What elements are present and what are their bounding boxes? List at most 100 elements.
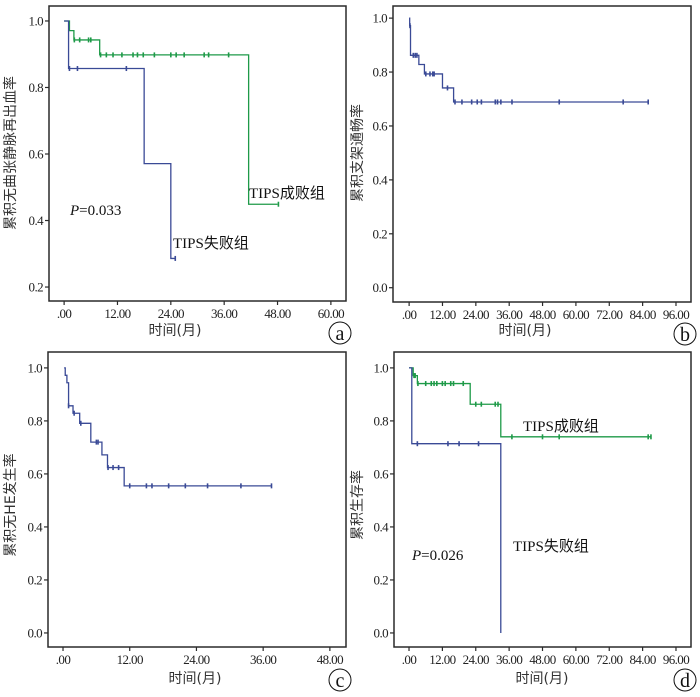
x-tick-label: 24.00 (463, 307, 489, 322)
panel-letter-c: c (336, 670, 345, 692)
x-tick-label: 24.00 (158, 306, 184, 321)
legend-label-failure: TIPS失败组 (513, 538, 589, 555)
x-tick-label: 84.00 (629, 307, 655, 322)
y-axis-label: 累积生存率 (349, 470, 366, 540)
x-tick-label: 48.00 (264, 306, 290, 321)
y-ticks: 0.0 0.2 0.4 0.6 0.8 1.0 (373, 11, 393, 295)
x-tick-label: 24.00 (183, 652, 209, 667)
panel-badge-d (673, 668, 697, 692)
y-tick-label: 0.0 (28, 625, 43, 640)
plot-frame (392, 5, 692, 303)
x-tick-label: 96.00 (663, 307, 689, 322)
p-symbol: P (69, 203, 79, 219)
x-ticks: .00 12.00 24.00 36.00 48.00 (56, 647, 344, 667)
x-tick-label: .00 (56, 652, 71, 667)
y-tick-label: 0.8 (28, 413, 43, 428)
p-number: =0.026 (421, 548, 464, 564)
panel-letter-d: d (680, 670, 690, 692)
x-ticks: .00 12.00 24.00 36.00 48.00 60.00 72.00 84.00 96… (402, 647, 690, 667)
x-axis-label: 时间(月) (149, 323, 202, 339)
x-tick-label: 48.00 (529, 652, 555, 667)
x-tick-label: .00 (402, 652, 417, 667)
x-tick-label: 12.00 (429, 652, 455, 667)
x-axis-label: 时间(月) (499, 323, 552, 339)
y-ticks: 0.2 0.4 0.6 0.8 1.0 (29, 13, 49, 295)
panel-a: 0.2 0.4 0.6 0.8 1.0 .00 12.00 24.00 36.00 48.00 6… (2, 5, 352, 345)
y-tick-label: 0.4 (28, 519, 44, 534)
x-tick-label: .00 (57, 306, 72, 321)
x-tick-label: 72.00 (596, 652, 622, 667)
y-tick-label: 0.4 (373, 172, 389, 187)
x-tick-label: 36.00 (496, 307, 522, 322)
x-tick-label: 36.00 (496, 652, 522, 667)
x-axis-label: 时间(月) (516, 671, 569, 687)
curves (64, 367, 273, 489)
p-value: P=0.026 (411, 548, 464, 564)
km-curve-failure (64, 20, 176, 260)
y-axis-label: 累积无HE发生率 (2, 453, 19, 556)
km-curve-success (64, 20, 278, 205)
y-tick-label: 1.0 (29, 13, 44, 28)
panel-b: 0.0 0.2 0.4 0.6 0.8 1.0 .00 12.00 24.00 36.00 48.… (349, 5, 697, 346)
y-tick-label: 0.8 (373, 65, 388, 80)
panel-letter-b: b (680, 324, 690, 346)
x-axis-label: 时间(月) (169, 671, 222, 687)
curves (64, 20, 280, 261)
y-tick-label: 0.6 (373, 118, 389, 133)
plot-frame (48, 5, 347, 302)
panel-badge-c (328, 668, 352, 692)
y-tick-label: 0.8 (29, 80, 44, 95)
km-curve-failure (64, 367, 272, 487)
y-ticks: 0.0 0.2 0.4 0.6 0.8 1.0 (28, 360, 48, 640)
curves (409, 367, 652, 633)
x-tick-label: 84.00 (629, 652, 655, 667)
legend-label-success: TIPS成败组 (249, 185, 325, 202)
y-tick-label: 0.6 (29, 146, 45, 161)
y-tick-label: 0.0 (373, 280, 388, 295)
x-tick-label: 24.00 (463, 652, 489, 667)
y-tick-label: 0.2 (29, 280, 44, 295)
y-tick-label: 0.6 (28, 466, 44, 481)
x-tick-label: 60.00 (563, 652, 589, 667)
x-tick-label: 60.00 (318, 306, 344, 321)
x-tick-label: 48.00 (529, 307, 555, 322)
x-ticks: .00 12.00 24.00 36.00 48.00 60.00 72.00 84.00 96… (402, 302, 690, 322)
legend-label-success: TIPS成败组 (523, 418, 599, 435)
panel-c: 0.0 0.2 0.4 0.6 0.8 1.0 .00 12.00 24.00 36.00 48.… (2, 351, 352, 692)
y-axis-label: 累积无曲张静脉再出血率 (2, 76, 19, 230)
x-ticks: .00 12.00 24.00 36.00 48.00 60.00 (57, 301, 345, 321)
y-tick-label: 0.4 (29, 213, 45, 228)
x-tick-label: 72.00 (596, 307, 622, 322)
x-tick-label: .00 (402, 307, 417, 322)
panel-letter-a: a (336, 323, 345, 345)
y-axis-label: 累积支架通畅率 (349, 104, 366, 202)
y-tick-label: 0.2 (28, 572, 43, 587)
y-tick-label: 0.6 (374, 466, 390, 481)
y-tick-label: 0.2 (374, 572, 389, 587)
km-curve-failure (409, 367, 502, 633)
y-tick-label: 1.0 (28, 360, 43, 375)
km-curve-failure (409, 17, 649, 103)
p-symbol: P (411, 548, 421, 564)
y-tick-label: 0.8 (374, 413, 389, 428)
x-tick-label: 60.00 (563, 307, 589, 322)
curves (409, 17, 649, 105)
plot-frame (47, 351, 347, 648)
legend-label-failure: TIPS失败组 (173, 235, 249, 252)
y-tick-label: 1.0 (374, 360, 389, 375)
y-tick-label: 0.4 (374, 519, 390, 534)
x-tick-label: 12.00 (117, 652, 143, 667)
x-tick-label: 36.00 (211, 306, 237, 321)
y-tick-label: 0.2 (373, 226, 388, 241)
panel-d: 0.0 0.2 0.4 0.6 0.8 1.0 .00 12.00 24.00 36.00 48.… (349, 351, 697, 692)
km-curve-success (409, 367, 651, 438)
x-tick-label: 36.00 (250, 652, 276, 667)
panel-badge-b (673, 322, 697, 346)
panel-badge-a (328, 321, 352, 345)
x-tick-label: 96.00 (663, 652, 689, 667)
p-number: =0.033 (79, 203, 121, 219)
y-tick-label: 0.0 (374, 625, 389, 640)
plot-frame (393, 351, 692, 648)
x-tick-label: 48.00 (317, 652, 343, 667)
